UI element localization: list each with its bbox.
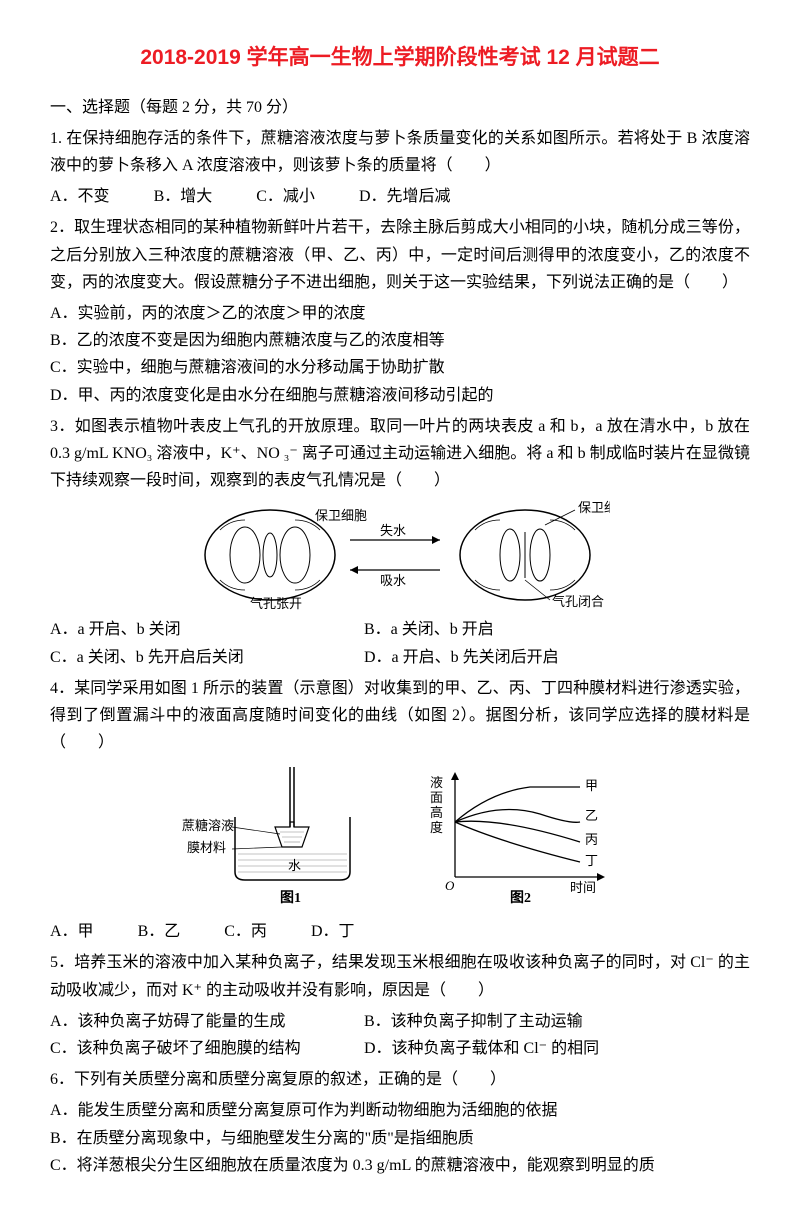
q1-text: 1. 在保持细胞存活的条件下，蔗糖溶液浓度与萝卜条质量变化的关系如图所示。若将处… (50, 125, 750, 179)
stomata-diagram: 保卫细胞 气孔张开 失水 吸水 保卫细胞 气孔闭合 (190, 500, 610, 610)
q3-opt-d: D．a 开启、b 先关闭后开启 (364, 644, 674, 671)
q4-figure: 蔗糖溶液 膜材料 水 图1 液 面 高 度 时间 O 甲 乙 丙 丁 图 (50, 762, 750, 912)
label-fig1: 图1 (280, 890, 301, 906)
label-fig2: 图2 (510, 890, 531, 906)
fig1-apparatus: 蔗糖溶液 膜材料 水 图1 (182, 767, 350, 906)
q4-opt-c: C．丙 (224, 918, 267, 945)
q3-opt-a: A．a 开启、b 关闭 (50, 616, 360, 643)
label-xaxis: 时间 (570, 880, 596, 895)
q5-text: 5．培养玉米的溶液中加入某种负离子，结果发现玉米根细胞在吸收该种负离子的同时，对… (50, 949, 750, 1003)
q4-opt-d: D．丁 (311, 918, 355, 945)
q1-opt-c: C．减小 (256, 183, 315, 210)
page-title: 2018-2019 学年高一生物上学期阶段性考试 12 月试题二 (50, 40, 750, 76)
label-close: 气孔闭合 (552, 594, 604, 609)
label-membrane: 膜材料 (187, 840, 226, 855)
q2-opt-d: D．甲、丙的浓度变化是由水分在细胞与蔗糖溶液间移动引起的 (50, 382, 750, 409)
label-open: 气孔张开 (250, 596, 302, 610)
q5-opt-c: C．该种负离子破坏了细胞膜的结构 (50, 1035, 360, 1062)
q5-opt-a: A．该种负离子妨碍了能量的生成 (50, 1008, 360, 1035)
q1-opt-b: B．增大 (154, 183, 213, 210)
label-absorb: 吸水 (380, 573, 406, 588)
label-yaxis2: 面 (430, 790, 443, 805)
q6-opt-b: B．在质壁分离现象中，与细胞壁发生分离的"质"是指细胞质 (50, 1125, 750, 1152)
q2-opt-b: B．乙的浓度不变是因为细胞内蔗糖浓度与乙的浓度相等 (50, 327, 750, 354)
label-yaxis1: 液 (430, 775, 443, 790)
label-origin: O (445, 878, 455, 893)
q3-opt-b: B．a 关闭、b 开启 (364, 616, 674, 643)
label-bing: 丙 (585, 832, 598, 847)
q5-options: A．该种负离子妨碍了能量的生成 B．该种负离子抑制了主动运输 C．该种负离子破坏… (50, 1008, 750, 1062)
q2-opt-a: A．实验前，丙的浓度＞乙的浓度＞甲的浓度 (50, 300, 750, 327)
q3-figure: 保卫细胞 气孔张开 失水 吸水 保卫细胞 气孔闭合 (50, 500, 750, 610)
q6-options: A．能发生质壁分离和质壁分离复原可作为判断动物细胞为活细胞的依据 B．在质壁分离… (50, 1097, 750, 1179)
q6-opt-c: C．将洋葱根尖分生区细胞放在质量浓度为 0.3 g/mL 的蔗糖溶液中，能观察到… (50, 1152, 750, 1179)
q6-opt-a: A．能发生质壁分离和质壁分离复原可作为判断动物细胞为活细胞的依据 (50, 1097, 750, 1124)
osmosis-diagram: 蔗糖溶液 膜材料 水 图1 液 面 高 度 时间 O 甲 乙 丙 丁 图 (180, 762, 620, 912)
fig2-graph: 液 面 高 度 时间 O 甲 乙 丙 丁 图2 (430, 772, 605, 906)
q1-options: A．不变 B．增大 C．减小 D．先增后减 (50, 183, 750, 210)
label-lose: 失水 (380, 523, 406, 538)
label-water: 水 (288, 858, 301, 873)
q2-opt-c: C．实验中，细胞与蔗糖溶液间的水分移动属于协助扩散 (50, 354, 750, 381)
label-guard-right: 保卫细胞 (578, 500, 610, 515)
q4-options: A．甲 B．乙 C．丙 D．丁 (50, 918, 750, 945)
q2-text: 2．取生理状态相同的某种植物新鲜叶片若干，去除主脉后剪成大小相同的小块，随机分成… (50, 214, 750, 296)
q4-text: 4．某同学采用如图 1 所示的装置（示意图）对收集到的甲、乙、丙、丁四种膜材料进… (50, 675, 750, 757)
q5-opt-b: B．该种负离子抑制了主动运输 (364, 1008, 674, 1035)
q2-options: A．实验前，丙的浓度＞乙的浓度＞甲的浓度 B．乙的浓度不变是因为细胞内蔗糖浓度与… (50, 300, 750, 409)
label-guard-left: 保卫细胞 (315, 508, 367, 523)
label-yaxis3: 高 (430, 805, 443, 820)
q3-options: A．a 开启、b 关闭 B．a 关闭、b 开启 C．a 关闭、b 先开启后关闭 … (50, 616, 750, 670)
q6-text: 6．下列有关质壁分离和质壁分离复原的叙述，正确的是（ ） (50, 1066, 750, 1093)
q5-opt-d: D．该种负离子载体和 Cl⁻ 的相同 (364, 1035, 674, 1062)
q4-opt-a: A．甲 (50, 918, 94, 945)
q3-opt-c: C．a 关闭、b 先开启后关闭 (50, 644, 360, 671)
label-yaxis4: 度 (430, 820, 443, 835)
q4-opt-b: B．乙 (138, 918, 181, 945)
label-sucrose: 蔗糖溶液 (182, 818, 234, 833)
label-ding: 丁 (585, 853, 598, 868)
label-yi: 乙 (585, 808, 598, 823)
section-head: 一、选择题（每题 2 分，共 70 分） (50, 94, 750, 121)
q1-opt-a: A．不变 (50, 183, 110, 210)
q3-text: 3．如图表示植物叶表皮上气孔的开放原理。取同一叶片的两块表皮 a 和 b，a 放… (50, 413, 750, 495)
label-jia: 甲 (585, 778, 598, 793)
q1-opt-d: D．先增后减 (359, 183, 451, 210)
